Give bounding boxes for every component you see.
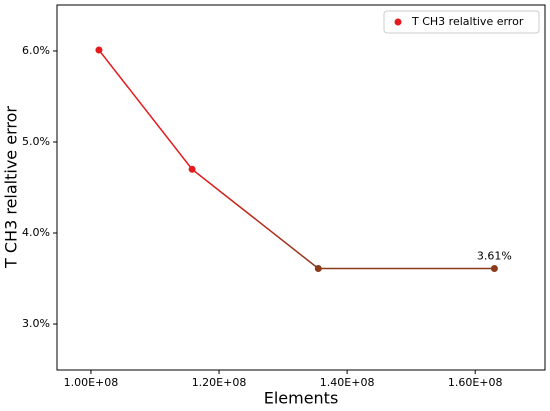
y-tick-label: 3.0% <box>22 317 50 330</box>
data-point <box>490 265 498 273</box>
y-tick-label: 6.0% <box>22 44 50 57</box>
x-tick-label: 1.40E+08 <box>320 376 375 389</box>
y-axis-title: T CH3 relaltive error <box>2 106 21 269</box>
annotation: 3.61% <box>477 250 512 263</box>
legend-label: T CH3 relaltive error <box>411 15 524 28</box>
y-tick-label: 4.0% <box>22 226 50 239</box>
y-tick-label: 5.0% <box>22 135 50 148</box>
x-tick-label: 1.00E+08 <box>64 376 119 389</box>
plot-frame <box>56 4 546 371</box>
x-tick-label: 1.20E+08 <box>192 376 247 389</box>
legend-box <box>383 10 540 34</box>
legend-marker <box>394 18 402 26</box>
x-axis-title: Elements <box>264 389 339 408</box>
data-point <box>188 165 196 173</box>
data-point <box>314 265 322 273</box>
legend: T CH3 relaltive error <box>383 10 540 34</box>
data-point <box>95 46 103 54</box>
x-tick-label: 1.60E+08 <box>448 376 503 389</box>
series-line <box>98 49 495 270</box>
